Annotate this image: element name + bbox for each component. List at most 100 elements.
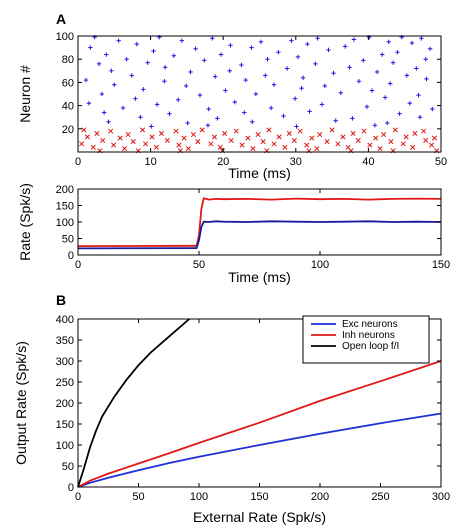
scatter-point bbox=[347, 65, 352, 70]
scatter-point bbox=[299, 86, 304, 91]
scatter-point bbox=[387, 81, 393, 86]
panel-letter-b: B bbox=[56, 292, 66, 308]
scatter-point bbox=[417, 115, 423, 120]
x-tick-label: 100 bbox=[190, 491, 208, 503]
scatter-point bbox=[409, 40, 415, 46]
y-tick-label: 50 bbox=[62, 234, 74, 246]
scatter-point bbox=[305, 41, 310, 47]
scatter-point bbox=[94, 130, 100, 136]
scatter-point bbox=[217, 144, 223, 150]
scatter-point bbox=[324, 139, 330, 145]
scatter-point bbox=[250, 145, 256, 152]
scatter-point bbox=[340, 134, 346, 140]
scatter-point bbox=[271, 141, 277, 147]
scatter-point bbox=[134, 41, 140, 47]
scatter-point bbox=[171, 53, 177, 58]
y-tick-label: 100 bbox=[56, 440, 74, 452]
scatter-point bbox=[403, 134, 409, 140]
scatter-point bbox=[281, 113, 286, 119]
scatter-point bbox=[223, 88, 228, 93]
x-tick-label: 300 bbox=[432, 491, 450, 503]
scatter-point bbox=[222, 130, 228, 136]
scatter-point bbox=[120, 105, 126, 111]
scatter-point bbox=[84, 134, 90, 140]
scatter-point bbox=[81, 127, 87, 133]
scatter-point bbox=[335, 141, 341, 147]
scatter-point bbox=[130, 139, 136, 145]
scatter-point bbox=[125, 132, 131, 138]
scatter-point bbox=[199, 127, 205, 133]
y-tick-label: 150 bbox=[56, 419, 74, 431]
plot-frame bbox=[77, 35, 442, 153]
scatter-point bbox=[133, 96, 138, 101]
scatter-point bbox=[173, 128, 179, 134]
scatter-point bbox=[158, 130, 165, 136]
scatter-point bbox=[431, 135, 438, 141]
y-tick-label: 150 bbox=[56, 201, 74, 213]
y-tick-label: 350 bbox=[56, 335, 74, 347]
scatter-point bbox=[167, 111, 172, 116]
scatter-point bbox=[124, 57, 129, 62]
x-tick-label: 200 bbox=[311, 491, 329, 503]
scatter-point bbox=[319, 102, 325, 107]
scatter-point bbox=[100, 137, 106, 143]
scatter-point bbox=[208, 141, 214, 147]
y-axis-label: Neuron # bbox=[17, 65, 33, 123]
series-line-1 bbox=[77, 220, 442, 250]
input-output-plot: 0 50 100 150 200 250 300 0 50 100 150 200 250 300 350 4… bbox=[13, 314, 450, 525]
scatter-point bbox=[140, 127, 146, 133]
scatter-point bbox=[228, 137, 234, 143]
scatter-point bbox=[111, 142, 117, 148]
scatter-point bbox=[218, 52, 224, 57]
y-axis-label: Output Rate (Spk/s) bbox=[13, 341, 29, 465]
scatter-point bbox=[350, 130, 356, 136]
scatter-point bbox=[404, 73, 410, 78]
y-tick-label: 400 bbox=[56, 314, 74, 326]
scatter-point bbox=[329, 127, 335, 133]
scatter-point bbox=[282, 144, 288, 150]
scatter-point bbox=[369, 88, 375, 93]
x-tick-label: 0 bbox=[75, 156, 81, 168]
x-tick-label: 150 bbox=[250, 491, 268, 503]
scatter-point bbox=[109, 68, 114, 73]
scatter-point bbox=[276, 50, 281, 55]
x-tick-label: 100 bbox=[311, 259, 329, 271]
scatter-point bbox=[381, 132, 387, 138]
scatter-point bbox=[149, 134, 155, 140]
scatter-point bbox=[183, 83, 189, 89]
x-tick-label: 40 bbox=[362, 156, 374, 168]
scatter-point bbox=[263, 73, 268, 78]
scatter-point bbox=[386, 39, 391, 44]
scatter-point bbox=[423, 137, 429, 143]
scatter-point bbox=[361, 58, 366, 63]
scatter-point bbox=[112, 82, 117, 87]
scatter-point bbox=[395, 50, 400, 55]
scatter-point bbox=[141, 87, 146, 92]
scatter-point bbox=[309, 135, 315, 141]
scatter-point bbox=[96, 61, 102, 67]
y-tick-label: 40 bbox=[62, 101, 74, 113]
y-tick-label: 20 bbox=[62, 124, 74, 136]
scatter-point bbox=[228, 43, 233, 48]
scatter-point bbox=[145, 60, 150, 65]
legend-label: Open loop f/I bbox=[342, 341, 399, 352]
scatter-point bbox=[300, 75, 306, 80]
scatter-point bbox=[239, 62, 244, 68]
scatter-point bbox=[86, 101, 92, 106]
scatter-point bbox=[427, 46, 433, 51]
scatter-point bbox=[377, 145, 383, 152]
scatter-point bbox=[179, 38, 185, 43]
scatter-point bbox=[291, 137, 297, 143]
scatter-point bbox=[313, 61, 318, 67]
x-tick-label: 30 bbox=[290, 156, 302, 168]
scatter-point bbox=[255, 132, 261, 138]
scatter-point bbox=[424, 76, 429, 82]
raster-plot: 0 10 20 30 40 50 20 40 60 80 100 Time (ms) Neuron # bbox=[17, 31, 447, 181]
scatter-point bbox=[181, 135, 187, 141]
scatter-point bbox=[430, 106, 435, 112]
scatter-point bbox=[188, 69, 193, 75]
scatter-point bbox=[129, 73, 134, 78]
x-axis-label: External Rate (Spk/s) bbox=[193, 509, 326, 525]
scatter-point bbox=[317, 132, 323, 138]
scatter-point bbox=[215, 116, 220, 121]
